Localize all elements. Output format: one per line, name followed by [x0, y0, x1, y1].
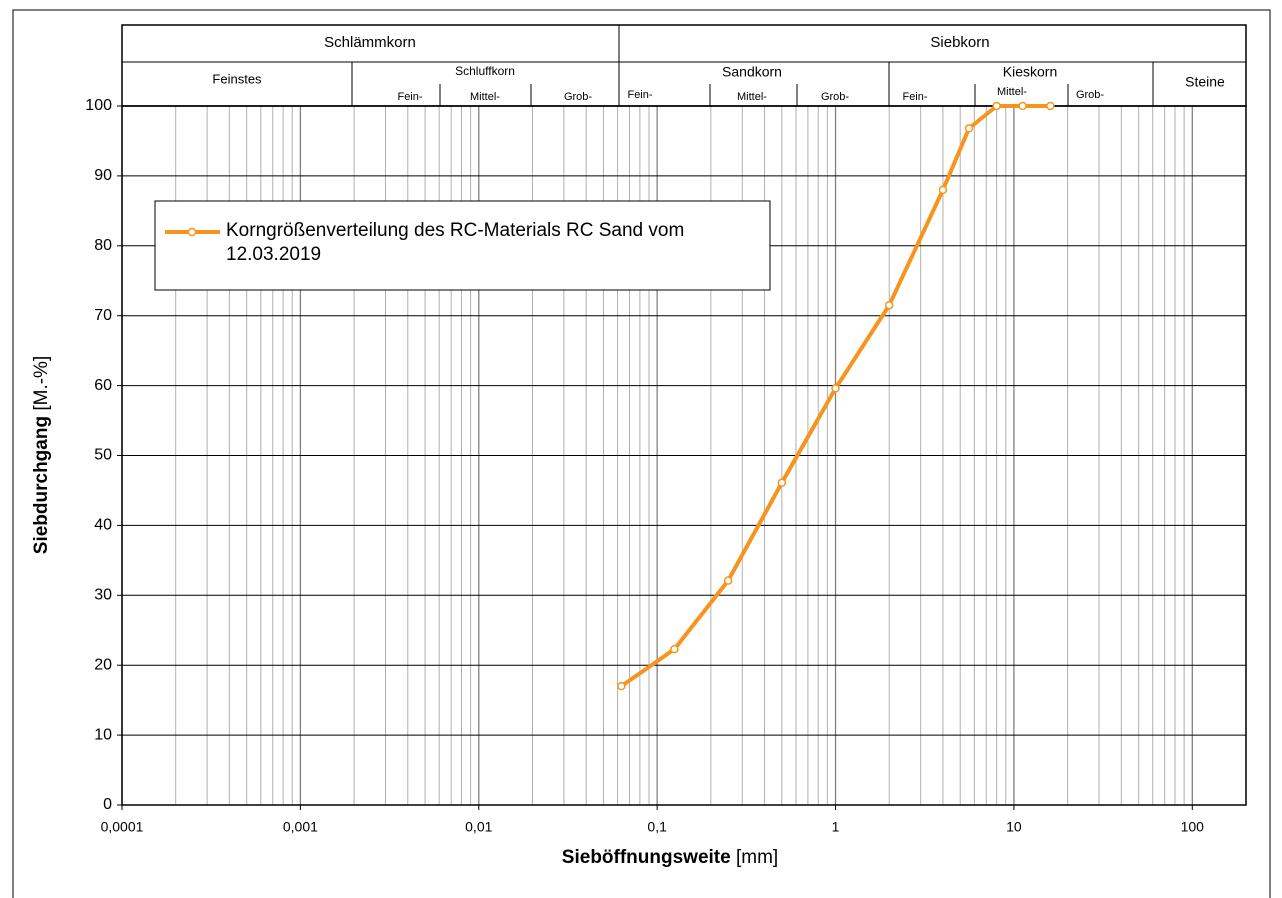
legend-label: Korngrößenverteilung des RC-Materials RC…	[226, 220, 685, 265]
group-label: Schluffkorn	[455, 64, 515, 78]
data-point	[1046, 101, 1055, 111]
data-point	[723, 576, 733, 585]
data-point	[884, 300, 894, 310]
y-tick-label: 0	[103, 796, 112, 813]
x-label: Sieböffnungsweite	[562, 847, 731, 868]
x-tick-label: 100	[1181, 819, 1205, 835]
x-tick-label: 0,01	[465, 819, 492, 835]
y-tick-label: 70	[94, 307, 112, 324]
y-label: Siebdurchgang	[31, 416, 52, 554]
part-label: Grob-	[564, 91, 592, 103]
part-label: Grob-	[821, 91, 849, 103]
y-tick-label: 20	[94, 656, 112, 673]
part-label: Grob-	[1076, 89, 1104, 101]
y-tick-label: 30	[94, 587, 112, 604]
x-tick-label: 1	[832, 819, 840, 835]
data-point	[964, 124, 974, 133]
y-tick-label: 100	[85, 97, 112, 114]
x-tick-label: 0,001	[283, 819, 318, 835]
group-label: Steine	[1185, 74, 1225, 90]
y-unit: [M.-%]	[31, 356, 52, 411]
data-point	[670, 644, 679, 654]
part-label: Fein-	[627, 89, 652, 101]
part-label: Fein-	[902, 91, 927, 103]
part-label: Mittel-	[997, 86, 1027, 98]
y-tick-label: 50	[94, 447, 112, 464]
data-point	[938, 185, 948, 195]
header-labels: Schlämmkorn Siebkorn Feinstes Schluffkor…	[212, 34, 1225, 103]
x-tick-label: 0,1	[647, 819, 667, 835]
part-label: Mittel-	[737, 91, 767, 103]
frame	[12, 9, 1271, 898]
x-unit: [mm]	[736, 847, 778, 868]
group-label: Feinstes	[212, 71, 262, 86]
x-tick-label: 10	[1006, 819, 1022, 835]
data-point	[617, 681, 626, 691]
part-label: Fein-	[397, 91, 422, 103]
x-axis-title: Sieböffnungsweite [mm]	[562, 847, 778, 868]
y-tick-label: 90	[94, 167, 112, 184]
zone-label: Siebkorn	[930, 34, 989, 51]
data-point	[831, 384, 840, 393]
zone-label: Schlämmkorn	[324, 34, 416, 51]
group-label: Kieskorn	[1003, 64, 1057, 80]
legend-box	[154, 200, 771, 291]
y-tick-label: 10	[94, 726, 112, 743]
data-point	[992, 101, 1001, 111]
group-label: Sandkorn	[722, 64, 782, 80]
y-tick-label: 80	[94, 237, 112, 254]
data-point	[777, 478, 787, 488]
y-tick-label: 60	[94, 377, 112, 394]
data-point	[1018, 101, 1027, 111]
legend-marker	[187, 227, 197, 237]
part-label: Mittel-	[470, 91, 500, 103]
y-axis-title: Siebdurchgang [M.-%]	[31, 356, 52, 554]
x-tick-label: 0,0001	[101, 819, 144, 835]
plot-layer: 0,0001 0,001 0,01 0,1 1 10 100 0 10 20 30 40 50 60 70 8…	[85, 97, 1247, 835]
plot-border	[121, 105, 1247, 806]
y-tick-label: 40	[94, 517, 112, 534]
